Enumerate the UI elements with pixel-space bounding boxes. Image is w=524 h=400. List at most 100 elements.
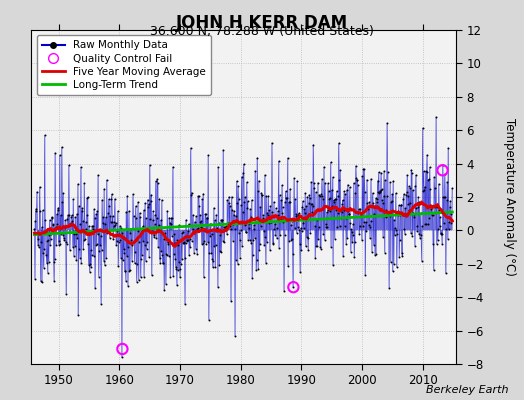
- Point: [282, 195, 290, 201]
- Point: [124, 282, 132, 289]
- Point: [74, 181, 82, 187]
- Point: [429, 240, 438, 247]
- Point: [180, 240, 188, 246]
- Point: [436, 231, 445, 237]
- Point: [149, 208, 157, 214]
- Point: [286, 186, 294, 192]
- Point: [406, 200, 414, 206]
- Point: [92, 211, 100, 217]
- Point: [311, 255, 320, 261]
- Point: [235, 230, 243, 236]
- Point: [152, 215, 161, 221]
- Point: [242, 228, 250, 235]
- Point: [273, 235, 281, 242]
- Point: [118, 354, 126, 360]
- Point: [205, 250, 213, 256]
- Point: [268, 140, 276, 146]
- Point: [84, 262, 93, 268]
- Point: [290, 225, 299, 232]
- Point: [119, 257, 127, 264]
- Point: [358, 173, 367, 180]
- Point: [105, 202, 114, 209]
- Point: [305, 195, 314, 201]
- Point: [185, 236, 194, 243]
- Point: [64, 223, 72, 229]
- Point: [380, 249, 389, 256]
- Point: [131, 249, 139, 256]
- Point: [103, 230, 112, 236]
- Point: [75, 246, 84, 252]
- Point: [389, 178, 397, 184]
- Point: [303, 234, 311, 240]
- Point: [314, 236, 323, 242]
- Point: [379, 193, 388, 199]
- Point: [329, 262, 337, 268]
- Point: [319, 231, 328, 238]
- Point: [344, 181, 352, 188]
- Point: [260, 242, 269, 249]
- Point: [214, 284, 222, 290]
- Point: [201, 211, 210, 218]
- Point: [250, 226, 258, 232]
- Point: [447, 220, 455, 226]
- Point: [58, 144, 66, 150]
- Point: [226, 203, 234, 209]
- Point: [203, 215, 212, 222]
- Point: [288, 218, 297, 224]
- Point: [162, 252, 171, 258]
- Point: [222, 227, 230, 234]
- Point: [83, 194, 91, 201]
- Point: [345, 211, 353, 218]
- Point: [264, 212, 272, 218]
- Point: [80, 180, 89, 186]
- Point: [275, 244, 283, 251]
- Point: [445, 204, 454, 210]
- Point: [280, 232, 289, 239]
- Point: [345, 211, 354, 217]
- Point: [110, 222, 118, 229]
- Point: [222, 223, 231, 230]
- Point: [193, 250, 201, 257]
- Point: [197, 218, 205, 224]
- Point: [287, 222, 295, 228]
- Point: [195, 203, 203, 209]
- Point: [431, 204, 439, 210]
- Point: [401, 205, 410, 212]
- Point: [377, 170, 385, 176]
- Point: [63, 212, 72, 218]
- Point: [416, 198, 424, 205]
- Point: [36, 208, 44, 214]
- Point: [254, 266, 263, 272]
- Point: [412, 172, 420, 178]
- Point: [84, 240, 92, 247]
- Point: [154, 244, 162, 250]
- Point: [340, 188, 348, 194]
- Point: [186, 244, 194, 250]
- Point: [427, 206, 435, 212]
- Point: [417, 258, 425, 264]
- Point: [413, 222, 421, 229]
- Point: [212, 241, 220, 248]
- Point: [191, 228, 199, 234]
- Point: [244, 198, 252, 204]
- Point: [198, 196, 206, 203]
- Point: [261, 234, 269, 240]
- Point: [277, 209, 286, 216]
- Point: [172, 264, 180, 271]
- Point: [53, 207, 62, 213]
- Point: [428, 212, 436, 218]
- Point: [307, 200, 315, 207]
- Point: [208, 256, 216, 262]
- Point: [327, 244, 335, 250]
- Point: [223, 197, 232, 203]
- Point: [354, 181, 362, 188]
- Point: [199, 239, 207, 246]
- Point: [447, 216, 456, 223]
- Point: [56, 241, 64, 248]
- Point: [392, 226, 400, 233]
- Point: [216, 232, 224, 238]
- Point: [244, 236, 253, 243]
- Point: [394, 208, 402, 214]
- Point: [336, 166, 344, 173]
- Point: [137, 256, 145, 262]
